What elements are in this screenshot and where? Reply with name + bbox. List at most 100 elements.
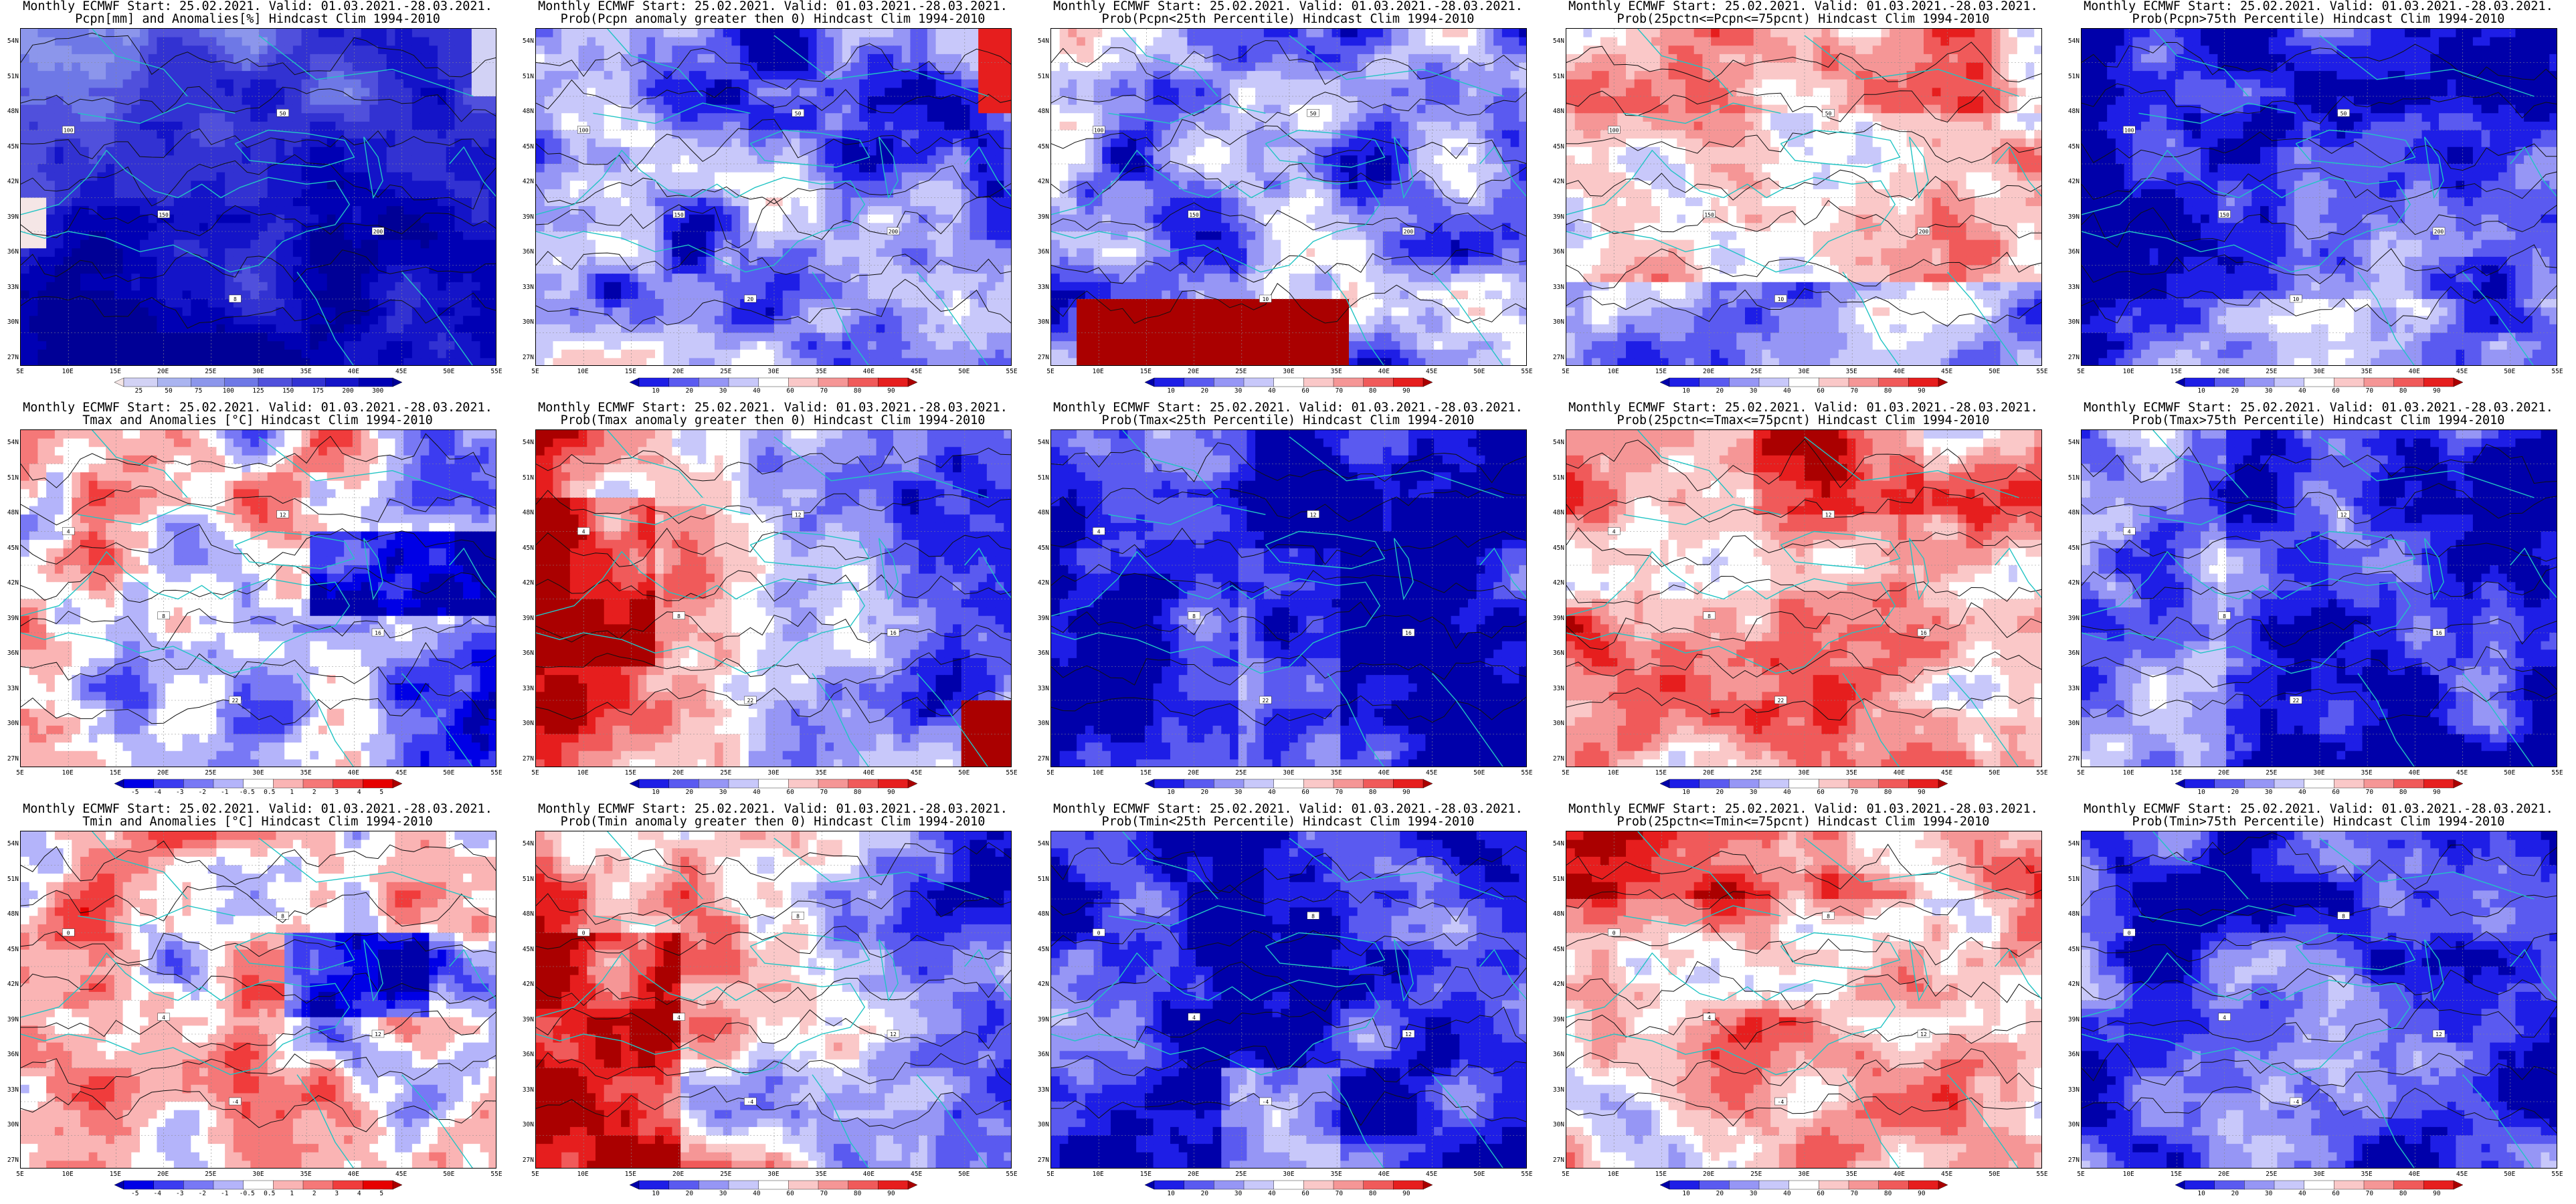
colorbar-tick-label: -2 (192, 1190, 212, 1197)
lat-tick-label: 39N (1, 1016, 19, 1023)
colorbar-tick-label: 30 (713, 1190, 733, 1197)
contour-label: 12 (1825, 512, 1832, 518)
contour-label: 12 (1405, 1031, 1412, 1037)
contour-label-box (2432, 628, 2446, 637)
lon-tick-label: 30E (248, 769, 268, 777)
lat-tick-label: 51N (2062, 876, 2080, 883)
contour-label-box (744, 696, 757, 704)
colorbar (114, 779, 403, 789)
lon-tick-label: 30E (2309, 368, 2329, 375)
colorbar-swatch (363, 1180, 393, 1190)
lon-tick-label: 30E (1279, 368, 1299, 375)
lon-tick-label: 55E (2547, 769, 2567, 777)
shaded-field-cells (1051, 430, 1526, 767)
colorbar-swatch (1659, 377, 1670, 387)
contour-label-box (1774, 696, 1787, 704)
contour-label: 50 (1825, 110, 1832, 116)
contour-label: 4 (1613, 529, 1616, 535)
shaded-field-cells (536, 29, 1011, 365)
lon-tick-label: 15E (620, 769, 640, 777)
coastlines (1566, 430, 2041, 767)
lat-tick-label: 36N (1, 248, 19, 256)
colorbar-tick-label: 70 (2359, 1190, 2379, 1197)
colorbar-swatch (1422, 779, 1433, 789)
colorbar-swatch (1144, 779, 1155, 789)
contour-labels: 4 8 12 16 22 (2123, 510, 2446, 704)
map-frame: 100 150 50 200 10 (1566, 28, 2042, 366)
lon-tick-label: 25E (716, 1171, 736, 1178)
colorbar-swatch (392, 377, 403, 387)
lat-tick-label: 30N (1, 1121, 19, 1128)
colorbar-swatch (638, 1180, 670, 1190)
lon-tick-label: 45E (1937, 1171, 1957, 1178)
lat-tick-label: 30N (1547, 318, 1564, 326)
contour-label-box (1917, 227, 1930, 235)
shaded-field-cells (1566, 831, 2041, 1168)
lon-tick-label: 40E (858, 769, 879, 777)
lon-tick-label: 25E (201, 368, 221, 375)
colorbar-swatch (292, 377, 327, 387)
lon-tick-label: 35E (1326, 1171, 1346, 1178)
contour-label-box (1093, 126, 1105, 134)
colorbar-swatch (183, 1180, 214, 1190)
colorbar-swatch (2175, 1180, 2185, 1190)
contour-label-box (1774, 294, 1787, 303)
lon-tick-label: 5E (1556, 368, 1576, 375)
lat-tick-label: 36N (1547, 1051, 1564, 1058)
contour-label-box (1188, 210, 1200, 218)
colorbar-swatch (392, 779, 403, 789)
contour-label: 200 (373, 229, 383, 235)
colorbar-swatch (2274, 779, 2305, 789)
contour-label-box (1703, 1013, 1716, 1021)
lat-tick-label: 54N (1032, 840, 1049, 847)
contour-label-box (2123, 928, 2136, 936)
shaded-field-cells (1566, 430, 2041, 767)
contour-label: 4 (1192, 1015, 1196, 1021)
contour-lines (1051, 845, 1526, 1126)
lat-tick-label: 42N (2062, 178, 2080, 185)
coastlines (1051, 29, 1526, 365)
lat-tick-label: 54N (1032, 439, 1049, 446)
coastlines (536, 831, 1011, 1168)
lat-tick-label: 36N (1, 1051, 19, 1058)
contour-label-box (1307, 109, 1319, 117)
map-panel-11: Monthly ECMWF Start: 25.02.2021. Valid: … (0, 803, 515, 1204)
lon-tick-label: 45E (907, 1171, 927, 1178)
colorbar-tick-label: 60 (1295, 1190, 1315, 1197)
lat-tick-label: 36N (1032, 649, 1049, 657)
colorbar-tick-label: 90 (2427, 387, 2447, 395)
contour-label: 16 (1405, 630, 1412, 636)
lat-tick-label: 51N (1547, 876, 1564, 883)
colorbar-tick-label: -4 (147, 1190, 167, 1197)
colorbar-swatch (907, 1180, 918, 1190)
colorbar-tick-label: 30 (1744, 789, 1764, 796)
contour-label: 8 (2223, 613, 2226, 619)
colorbar-swatch (848, 1180, 879, 1190)
lat-tick-label: 39N (1032, 615, 1049, 622)
colorbar-tick-label: 80 (1878, 387, 1898, 395)
colorbar-tick-label: 80 (1363, 1190, 1383, 1197)
colorbar-swatch (1154, 779, 1185, 789)
colorbar-swatch (788, 377, 819, 387)
colorbar-swatch (1422, 1180, 1433, 1190)
colorbar-swatch (1393, 1180, 1424, 1190)
contour-label-box (1822, 109, 1835, 117)
graticule (1051, 29, 1526, 365)
colorbar-swatch (1758, 377, 1790, 387)
colorbar-tick-label: 10 (1161, 387, 1181, 395)
lon-tick-label: 10E (1088, 769, 1108, 777)
lat-tick-label: 39N (2062, 213, 2080, 221)
lat-tick-label: 39N (1, 213, 19, 221)
lon-tick-label: 15E (105, 368, 125, 375)
contour-label-box (2290, 294, 2302, 303)
colorbar-swatch (1144, 377, 1155, 387)
lon-tick-label: 10E (58, 1171, 78, 1178)
lat-tick-label: 39N (1547, 615, 1564, 622)
contour-label: 10 (1778, 296, 1784, 302)
panel-title-line1: Monthly ECMWF Start: 25.02.2021. Valid: … (1546, 0, 2061, 13)
colorbar-tick-label: 60 (2326, 789, 2346, 796)
lat-tick-label: 33N (517, 1086, 534, 1094)
colorbar-swatch (2244, 1180, 2275, 1190)
lat-tick-label: 48N (517, 509, 534, 516)
lat-tick-label: 48N (2062, 910, 2080, 918)
